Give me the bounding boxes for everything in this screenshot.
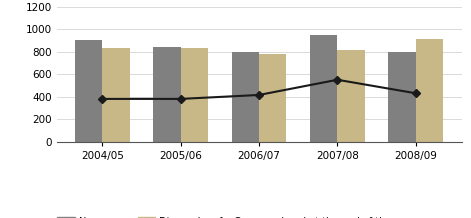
Bar [181, 48, 208, 142]
Bar [259, 54, 286, 142]
Bar [75, 40, 102, 142]
Legend: New cases, Disposals, Cases on hand at the end of the year: New cases, Disposals, Cases on hand at t… [57, 217, 416, 218]
Bar [102, 48, 130, 142]
Bar [232, 52, 259, 142]
Bar [337, 50, 365, 142]
Bar [388, 52, 416, 142]
Bar [310, 35, 337, 142]
Bar [416, 39, 443, 142]
Bar [153, 47, 181, 142]
